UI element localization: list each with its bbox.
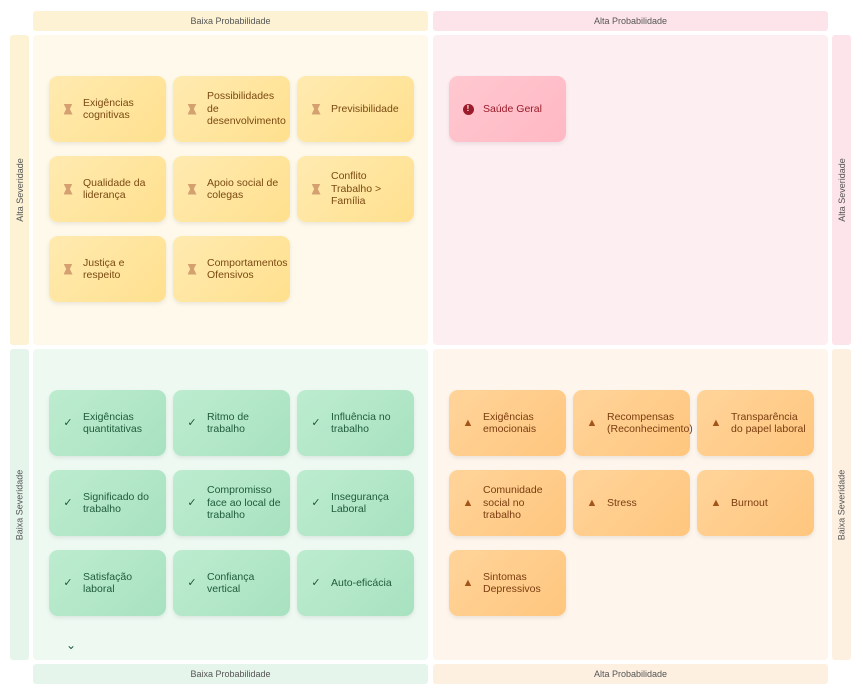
risk-card-label: Sintomas Depressivos [483, 570, 541, 596]
risk-card-label: Exigências emocionais [483, 410, 537, 436]
risk-card-label: Recompensas (Reconhecimento) [607, 410, 693, 436]
header-high-probability: Alta Probabilidade [433, 11, 828, 31]
risk-card[interactable]: Exigências cognitivas [49, 76, 166, 142]
risk-card-label: Conflito Trabalho > Família [331, 170, 382, 208]
risk-card[interactable]: ▲ Recompensas (Reconhecimento) [573, 390, 693, 456]
check-icon: ✓ [63, 576, 73, 589]
risk-card[interactable]: ▲ Transparência do papel laboral [697, 390, 814, 456]
risk-card[interactable]: Comportamentos Ofensivos [173, 236, 290, 302]
risk-card-label: Compromisso face ao local de trabalho [207, 484, 281, 522]
right-label-low-severity: Baixa Severidade [832, 349, 851, 660]
risk-card-label: Confiança vertical [207, 570, 255, 596]
label-text: Baixa Severidade [14, 469, 25, 540]
risk-card-label: Insegurança Laboral [331, 490, 389, 516]
hourglass-icon [310, 103, 322, 115]
check-icon: ✓ [311, 576, 321, 589]
risk-card-label: Exigências cognitivas [83, 96, 134, 122]
left-label-low-severity: Baixa Severidade [10, 349, 29, 660]
risk-card[interactable]: Justiça e respeito [49, 236, 166, 302]
check-icon: ✓ [63, 416, 73, 429]
footer-high-probability: Alta Probabilidade [433, 664, 828, 684]
check-icon: ✓ [311, 496, 321, 509]
hourglass-icon [62, 103, 74, 115]
risk-card-label: Comportamentos Ofensivos [207, 256, 288, 282]
risk-card-label: Exigências quantitativas [83, 410, 142, 436]
risk-card-label: Saúde Geral [483, 102, 542, 115]
risk-card-label: Transparência do papel laboral [731, 410, 806, 436]
warning-icon: ▲ [586, 416, 598, 429]
risk-card[interactable]: ✓ Significado do trabalho [49, 470, 166, 536]
hourglass-icon [62, 183, 74, 195]
hourglass-icon [62, 263, 74, 275]
header-low-probability: Baixa Probabilidade [33, 11, 428, 31]
risk-card-label: Stress [607, 496, 637, 509]
risk-card-label: Justiça e respeito [83, 256, 125, 282]
label-text: Alta Severidade [836, 158, 847, 222]
warning-icon: ▲ [710, 416, 722, 429]
check-icon: ✓ [187, 416, 197, 429]
alert-circle-icon: ! [462, 103, 474, 115]
risk-card[interactable]: ✓ Satisfação laboral [49, 550, 166, 616]
risk-card[interactable]: ▲ Stress [573, 470, 690, 536]
check-icon: ✓ [311, 416, 321, 429]
warning-icon: ▲ [586, 496, 598, 509]
hourglass-icon [186, 103, 198, 115]
risk-card[interactable]: ✓ Compromisso face ao local de trabalho [173, 470, 290, 536]
check-icon: ✓ [187, 576, 197, 589]
risk-card-label: Burnout [731, 496, 768, 509]
risk-card-label: Qualidade da liderança [83, 176, 146, 202]
label-text: Baixa Severidade [836, 469, 847, 540]
risk-card[interactable]: Conflito Trabalho > Família [297, 156, 414, 222]
hourglass-icon [186, 183, 198, 195]
risk-card[interactable]: ▲ Sintomas Depressivos [449, 550, 566, 616]
risk-card-label: Comunidade social no trabalho [483, 484, 543, 522]
risk-card[interactable]: ✓ Exigências quantitativas [49, 390, 166, 456]
hourglass-icon [310, 183, 322, 195]
right-label-high-severity: Alta Severidade [832, 35, 851, 345]
hourglass-icon [186, 263, 198, 275]
risk-card[interactable]: ▲ Burnout [697, 470, 814, 536]
risk-card[interactable]: ▲ Exigências emocionais [449, 390, 566, 456]
check-icon: ✓ [187, 496, 197, 509]
risk-card-label: Significado do trabalho [83, 490, 149, 516]
risk-card-label: Influência no trabalho [331, 410, 391, 436]
check-icon: ✓ [63, 496, 73, 509]
risk-card[interactable]: Apoio social de colegas [173, 156, 290, 222]
risk-card-label: Previsibilidade [331, 102, 399, 115]
risk-card-label: Possibilidades de desenvolvimento [207, 90, 286, 128]
risk-card[interactable]: ✓ Ritmo de trabalho [173, 390, 290, 456]
risk-card-label: Ritmo de trabalho [207, 410, 250, 436]
label-text: Alta Severidade [14, 158, 25, 222]
footer-low-probability: Baixa Probabilidade [33, 664, 428, 684]
risk-card[interactable]: ! Saúde Geral [449, 76, 566, 142]
left-label-high-severity: Alta Severidade [10, 35, 29, 345]
risk-card[interactable]: ✓ Confiança vertical [173, 550, 290, 616]
risk-card[interactable]: Qualidade da liderança [49, 156, 166, 222]
risk-card[interactable]: Previsibilidade [297, 76, 414, 142]
warning-icon: ▲ [462, 416, 474, 429]
risk-card[interactable]: ✓ Auto-eficácia [297, 550, 414, 616]
risk-card[interactable]: Possibilidades de desenvolvimento [173, 76, 290, 142]
risk-card-label: Satisfação laboral [83, 570, 133, 596]
risk-card-label: Auto-eficácia [331, 576, 392, 589]
risk-card-label: Apoio social de colegas [207, 176, 279, 202]
warning-icon: ▲ [462, 496, 474, 509]
chevron-down-icon[interactable]: ⌄ [66, 638, 77, 652]
risk-card[interactable]: ▲ Comunidade social no trabalho [449, 470, 566, 536]
warning-icon: ▲ [462, 576, 474, 589]
warning-icon: ▲ [710, 496, 722, 509]
risk-card[interactable]: ✓ Insegurança Laboral [297, 470, 414, 536]
risk-card[interactable]: ✓ Influência no trabalho [297, 390, 414, 456]
